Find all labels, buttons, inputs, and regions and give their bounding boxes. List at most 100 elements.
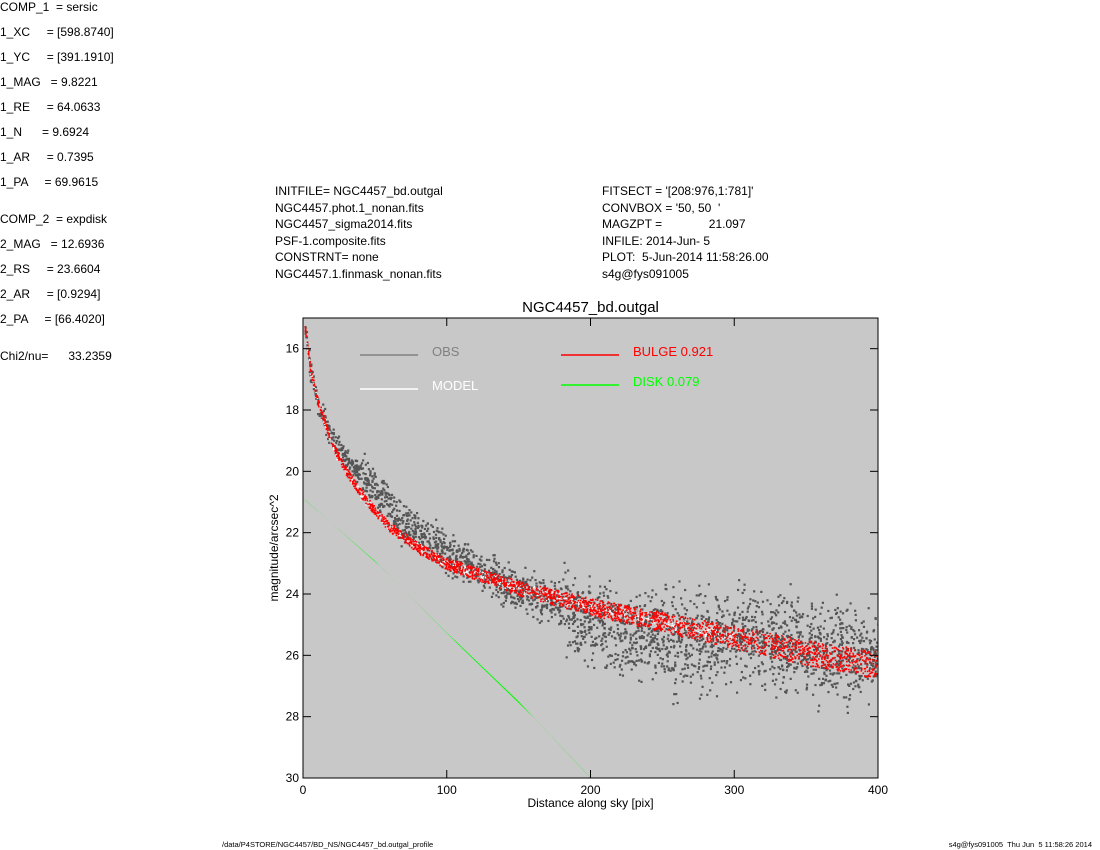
bulge-point [813, 659, 816, 661]
bulge-point [481, 581, 483, 583]
obs-point [741, 591, 744, 595]
bulge-point [354, 485, 357, 488]
obs-point [806, 666, 809, 670]
obs-point [873, 651, 876, 654]
obs-point [717, 622, 720, 626]
bulge-point [503, 581, 506, 584]
obs-point [841, 612, 845, 615]
bulge-point [593, 608, 595, 610]
bulge-point [371, 504, 374, 507]
obs-point [832, 631, 835, 634]
obs-point [865, 648, 868, 651]
obs-point [502, 591, 505, 595]
bulge-point [338, 458, 341, 461]
obs-point [782, 676, 786, 679]
obs-point [726, 598, 729, 601]
obs-point [816, 647, 819, 650]
bulge-point [524, 588, 527, 591]
bulge-point [708, 633, 711, 636]
obs-point [870, 647, 873, 650]
obs-point [812, 672, 815, 675]
obs-point [710, 643, 714, 647]
bulge-point [723, 631, 725, 633]
obs-point [672, 595, 675, 599]
obs-point [649, 635, 652, 638]
obs-point [799, 633, 802, 636]
obs-point [796, 631, 799, 634]
obs-point [377, 496, 380, 499]
obs-point [363, 452, 366, 455]
header-left-info: INITFILE= NGC4457_bd.outgal NGC4457.phot… [275, 183, 443, 283]
bulge-point [476, 567, 478, 570]
obs-point [789, 583, 792, 586]
bulge-point [630, 623, 633, 625]
obs-point [656, 642, 659, 645]
bulge-point [836, 648, 839, 651]
bulge-point [705, 630, 708, 633]
obs-point [829, 616, 832, 620]
obs-point [641, 608, 644, 611]
bulge-point [849, 652, 851, 655]
bulge-point [706, 621, 709, 624]
obs-point [683, 667, 686, 670]
bulge-point [340, 459, 342, 461]
bulge-point [832, 663, 835, 665]
obs-point [810, 622, 813, 626]
obs-point [361, 487, 364, 490]
bulge-point [651, 621, 654, 623]
obs-point [610, 626, 613, 629]
obs-point [611, 605, 614, 608]
obs-point [829, 660, 832, 663]
obs-point [422, 533, 425, 536]
obs-point [390, 515, 393, 518]
obs-point [467, 558, 470, 561]
obs-point [760, 629, 763, 632]
bulge-point [848, 670, 851, 673]
obs-point [860, 674, 863, 678]
obs-point [722, 646, 725, 650]
model-point [315, 391, 317, 394]
obs-point [806, 670, 809, 673]
bulge-point [414, 546, 416, 549]
obs-point [642, 637, 645, 640]
obs-point [407, 533, 410, 536]
bulge-point [554, 590, 556, 593]
obs-point [787, 629, 791, 632]
bulge-point [631, 611, 634, 614]
model-point [512, 589, 515, 591]
obs-point [412, 535, 415, 538]
bulge-point [764, 654, 767, 656]
bulge-point [626, 619, 629, 621]
obs-point [684, 628, 687, 631]
bulge-point [592, 606, 594, 608]
obs-point [701, 645, 705, 648]
obs-point [575, 605, 579, 608]
obs-point [670, 645, 673, 649]
obs-point [560, 605, 563, 608]
model-point [697, 627, 700, 629]
obs-point [624, 635, 627, 638]
bulge-point [824, 647, 827, 650]
bulge-point [638, 618, 641, 621]
obs-point [500, 576, 503, 579]
bulge-point [432, 559, 435, 562]
bulge-point [518, 582, 520, 585]
obs-point [654, 614, 657, 617]
obs-point [768, 625, 771, 628]
bulge-point [532, 591, 535, 593]
obs-point [813, 644, 816, 648]
bulge-point [692, 634, 694, 637]
bulge-point [371, 510, 373, 513]
obs-point [439, 539, 442, 542]
obs-point [643, 646, 647, 649]
obs-point [465, 560, 468, 564]
bulge-point [825, 659, 828, 662]
bulge-point [571, 596, 574, 599]
obs-point [857, 629, 861, 632]
bulge-point [405, 538, 407, 541]
obs-points [304, 326, 878, 715]
obs-point [527, 596, 530, 599]
obs-point [371, 467, 375, 470]
obs-point [814, 641, 817, 644]
bulge-point [450, 565, 452, 567]
